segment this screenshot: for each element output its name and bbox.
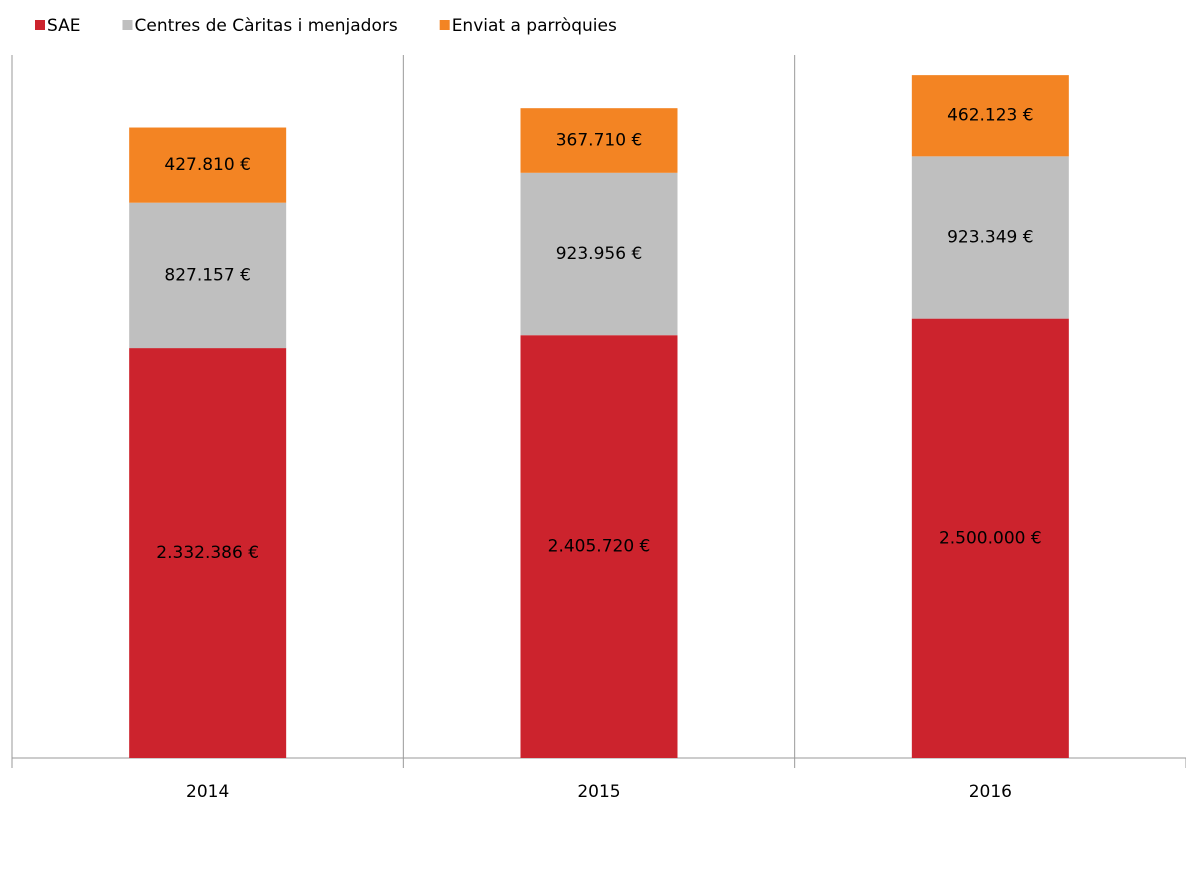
legend-label: Centres de Càritas i menjadors [134,16,397,36]
data-label: 923.956 € [556,244,643,264]
bar-segment [911,318,1069,758]
bar-segment [520,108,678,173]
legend-label: Enviat a parròquies [452,16,617,36]
data-label: 462.123 € [947,106,1034,126]
data-label: 2.405.720 € [548,537,651,557]
legend-swatch [122,20,133,30]
bar-segment [129,202,287,349]
bar-segment [520,335,678,758]
bar-segment [911,156,1069,319]
data-label: 827.157 € [164,265,251,285]
data-label: 923.349 € [947,227,1034,247]
data-label: 427.810 € [164,155,251,175]
legend-label: SAE [47,16,80,36]
bar-segment [129,348,287,758]
data-label: 2.500.000 € [939,528,1042,548]
bar-segment [911,75,1069,157]
bar-segment [520,172,678,336]
data-label: 2.332.386 € [156,543,259,563]
x-tick-label: 2015 [577,782,620,802]
legend-swatch [439,20,450,30]
data-label: 367.710 € [556,130,643,150]
bar-segment [129,127,287,203]
legend-swatch [35,20,45,30]
x-tick-label: 2016 [969,782,1012,802]
x-tick-label: 2014 [186,782,229,802]
